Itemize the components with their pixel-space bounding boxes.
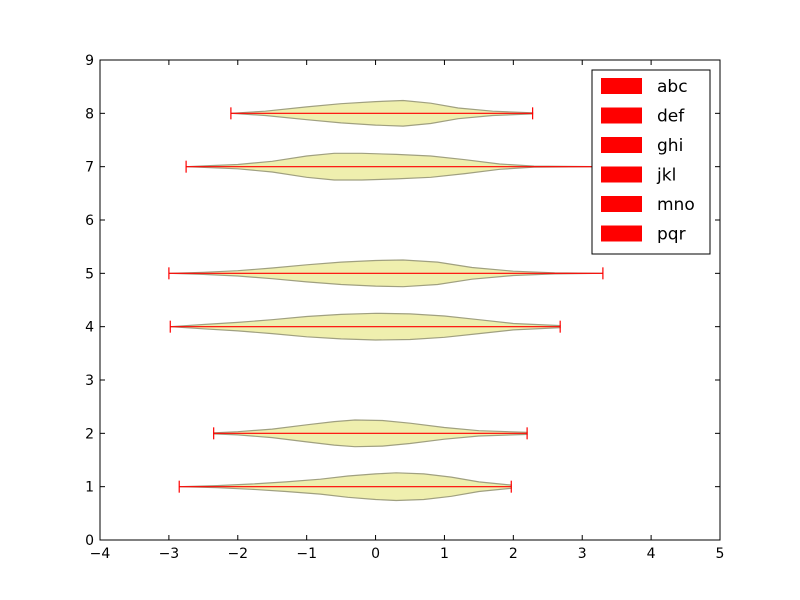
legend-patch <box>601 137 642 153</box>
legend-label-abc: abc <box>657 77 688 97</box>
legend-patch <box>601 196 642 212</box>
legend-label-mno: mno <box>657 195 695 215</box>
axes-frame <box>99 59 721 541</box>
legend-box <box>591 69 711 255</box>
x-tick-label: −2 <box>227 546 248 562</box>
x-axis: −4 −3 −2 −1 0 1 2 3 4 5 <box>90 60 725 562</box>
y-tick-label: 9 <box>85 53 94 69</box>
y-tick-label: 1 <box>85 480 94 496</box>
x-tick-label: −4 <box>90 546 111 562</box>
y-tick-label: 6 <box>85 213 94 229</box>
x-tick-label: 4 <box>647 546 656 562</box>
y-tick-label: 5 <box>85 266 94 282</box>
x-tick-label: −3 <box>159 546 180 562</box>
legend-label-pqr: pqr <box>657 225 686 245</box>
x-tick-label: 5 <box>716 546 725 562</box>
x-tick-label: 1 <box>440 546 449 562</box>
y-tick-label: 2 <box>85 426 94 442</box>
legend-patch <box>601 225 642 242</box>
y-tick-label: 8 <box>85 106 94 122</box>
legend-label-jkl: jkl <box>656 166 676 186</box>
y-tick-label: 7 <box>85 160 94 176</box>
x-tick-label: 3 <box>578 546 587 562</box>
x-tick-label: 0 <box>371 546 380 562</box>
x-tick-label: −1 <box>296 546 317 562</box>
violin-range-lines <box>168 107 607 493</box>
legend: abc def ghi jkl mno pqr <box>591 69 711 255</box>
legend-label-ghi: ghi <box>657 136 683 156</box>
y-axis: 0 1 2 3 4 5 6 7 8 9 <box>85 53 720 549</box>
x-tick-label: 2 <box>509 546 518 562</box>
y-tick-label: 0 <box>85 533 94 549</box>
legend-label-def: def <box>657 107 685 127</box>
legend-patch <box>601 166 642 183</box>
violin-bodies <box>168 99 607 502</box>
y-tick-label: 4 <box>85 320 94 336</box>
y-tick-label: 3 <box>85 373 94 389</box>
legend-patch <box>601 78 642 94</box>
legend-patch <box>601 107 642 124</box>
